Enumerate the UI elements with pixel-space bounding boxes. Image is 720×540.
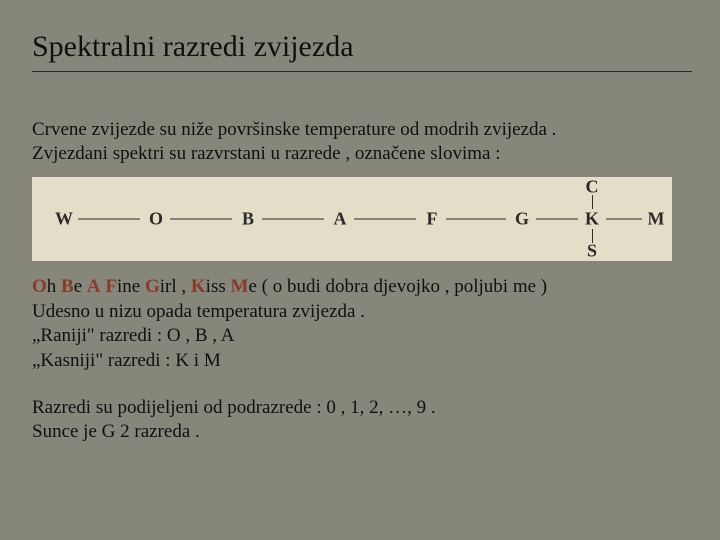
mnemonic-rest: e (248, 276, 256, 297)
diagram-connector (606, 218, 642, 219)
spectral-class-node: K (585, 208, 599, 229)
spectral-class-diagram: WOBAFGKMCS (32, 177, 672, 261)
spacer (32, 374, 692, 396)
mnemonic-rest: ine (117, 276, 140, 297)
mnemonic-initial: K (191, 276, 206, 297)
spectral-class-node: O (149, 208, 163, 229)
spectral-branch-node: S (587, 240, 597, 261)
diagram-connector (536, 218, 578, 219)
diagram-connector (262, 218, 324, 219)
mnemonic-initial: B (61, 276, 74, 297)
slide-title: Spektralni razredi zvijezda (32, 30, 692, 65)
spectral-class-node: W (55, 208, 73, 229)
mnemonic-initial: F (105, 276, 117, 297)
spectral-class-node: B (242, 208, 254, 229)
mnemonic-rest: irl , (160, 276, 186, 297)
mnemonic-initial: M (231, 276, 249, 297)
spectral-class-node: M (648, 208, 665, 229)
spectral-class-node: G (515, 208, 529, 229)
slide: Spektralni razredi zvijezda Crvene zvije… (0, 0, 720, 540)
spectral-class-node: F (427, 208, 438, 229)
early-classes-line: „Raniji" razredi : O , B , A (32, 324, 692, 349)
diagram-connector (354, 218, 416, 219)
intro-line-2: Zvjezdani spektri su razvrstani u razred… (32, 142, 692, 167)
temperature-note: Udesno u nizu opada temperatura zvijezda… (32, 300, 692, 325)
diagram-connector (78, 218, 140, 219)
subclasses-line: Razredi su podijeljeni od podrazrede : 0… (32, 396, 692, 421)
mnemonic-line: Oh Be A Fine Girl , Kiss Me ( o budi dob… (32, 275, 692, 300)
diagram-connector-vertical (592, 195, 593, 209)
mnemonic-translation: ( o budi dobra djevojko , poljubi me ) (262, 276, 547, 297)
diagram-connector (446, 218, 506, 219)
intro-line-1: Crvene zvijezde su niže površinske tempe… (32, 118, 692, 143)
title-underline (32, 71, 692, 72)
mnemonic-initial: A (87, 276, 101, 297)
mnemonic-rest: e (74, 276, 82, 297)
diagram-connector (170, 218, 232, 219)
spectral-class-node: A (334, 208, 347, 229)
mnemonic-rest: h (47, 276, 57, 297)
sun-class-line: Sunce je G 2 razreda . (32, 420, 692, 445)
mnemonic-initial: G (145, 276, 160, 297)
diagram-connector-vertical (592, 229, 593, 243)
mnemonic-rest: iss (206, 276, 226, 297)
mnemonic-initial: O (32, 276, 47, 297)
late-classes-line: „Kasniji" razredi : K i M (32, 349, 692, 374)
